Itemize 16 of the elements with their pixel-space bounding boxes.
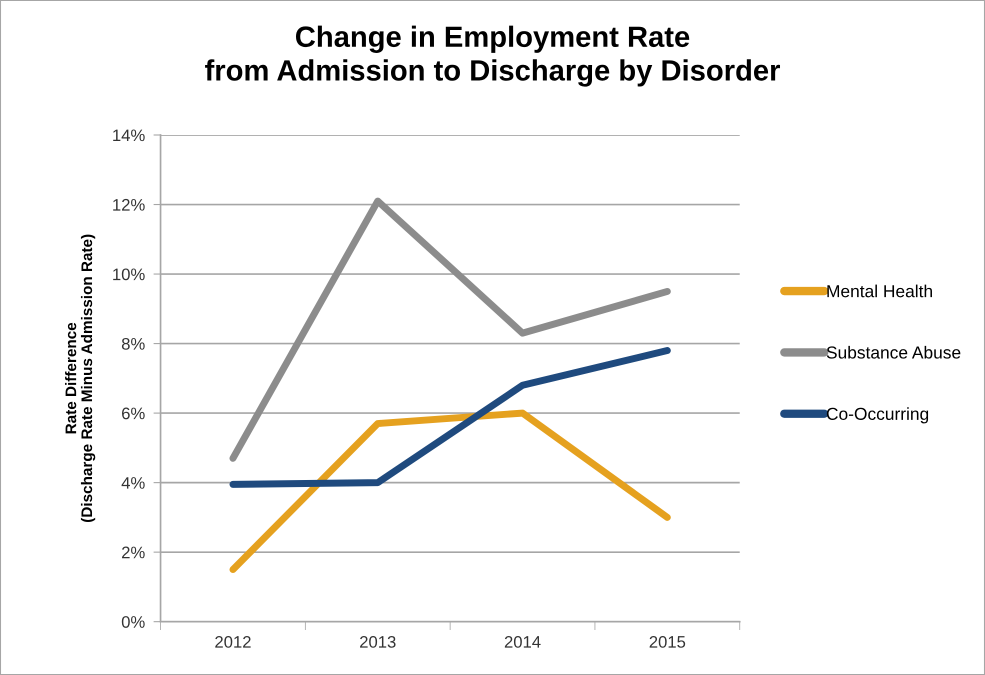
legend-label: Co-Occurring: [826, 407, 928, 424]
chart-title: Change in Employment Rate from Admission to Discharge by Disorder: [205, 26, 780, 87]
y-tick-label: 12%: [113, 198, 145, 211]
y-axis-title: Rate Difference (Discharge Rate Minus Admission Rate): [65, 234, 96, 522]
x-tick-label: 2014: [504, 636, 541, 648]
y-tick-label: 6%: [122, 408, 145, 420]
legend-label: Substance Abuse: [826, 346, 960, 359]
y-tick-label: 10%: [113, 268, 145, 280]
y-tick-label: 14%: [113, 129, 145, 142]
y-tick-label: 2%: [122, 546, 145, 558]
y-tick-label: 4%: [122, 477, 145, 489]
x-tick-label: 2012: [215, 636, 251, 648]
y-tick-label: 8%: [122, 338, 145, 350]
x-tick-label: 2015: [650, 636, 686, 648]
y-tick-label: 0%: [122, 616, 145, 628]
x-tick-label: 2013: [360, 636, 396, 648]
